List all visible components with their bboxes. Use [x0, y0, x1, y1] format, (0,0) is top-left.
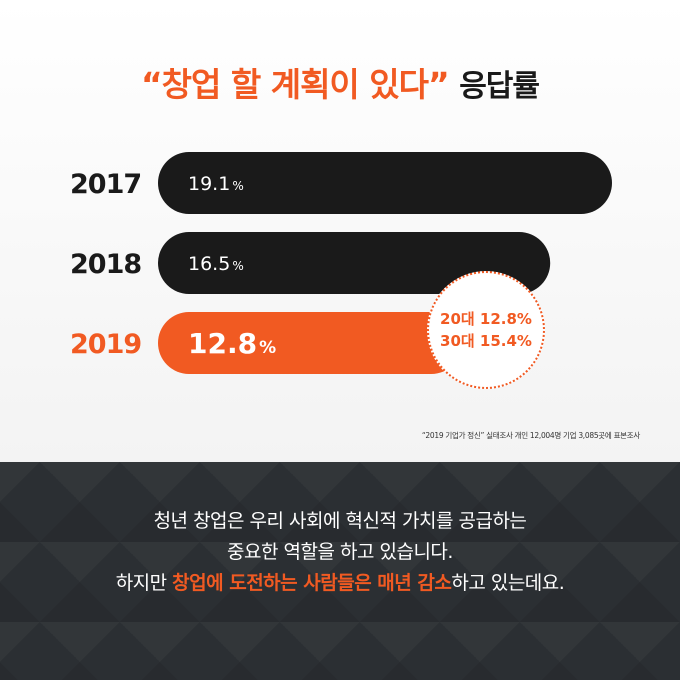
bar-2018 — [158, 232, 551, 294]
value-label-2017: 19.1% — [188, 173, 244, 195]
bar-2019 — [158, 312, 463, 374]
source-note: “2019 기업가 정신” 실태조사 개인 12,004명 기업 3,085곳에… — [421, 431, 640, 440]
footer-line-3-pre: 하지만 — [115, 572, 173, 594]
callout-30s: 30대 15.4% — [440, 332, 532, 350]
chart-title: “창업 할 계획이 있다” 응답률 — [0, 58, 680, 106]
age-callout-bubble: 20대 12.8% 30대 15.4% — [427, 271, 545, 389]
footer-highlight: 창업에 도전하는 사람들은 매년 감소 — [172, 572, 452, 594]
footer-panel — [0, 462, 680, 680]
footer-line-3-post: 하고 있는데요. — [451, 572, 565, 594]
title-rest: 응답률 — [459, 69, 540, 104]
footer-line-1: 청년 창업은 우리 사회에 혁신적 가치를 공급하는 — [153, 510, 527, 532]
category-label-2018: 2018 — [70, 249, 141, 280]
bar-2017 — [158, 152, 612, 214]
footer-text: 청년 창업은 우리 사회에 혁신적 가치를 공급하는 중요한 역할을 하고 있습… — [0, 506, 680, 599]
category-label-2019: 2019 — [70, 329, 141, 360]
title-highlight: “창업 할 계획이 있다” — [140, 65, 450, 104]
footer-line-3: 하지만 창업에 도전하는 사람들은 매년 감소하고 있는데요. — [0, 568, 680, 599]
value-label-2018: 16.5% — [188, 253, 244, 275]
category-label-2017: 2017 — [70, 169, 141, 200]
bar-chart: 2017 19.1 %2018 16.5 %2019 12.8% — [70, 152, 612, 374]
chart-panel — [0, 0, 680, 462]
callout-20s: 20대 12.8% — [440, 310, 532, 328]
footer-line-2: 중요한 역할을 하고 있습니다. — [227, 541, 453, 563]
